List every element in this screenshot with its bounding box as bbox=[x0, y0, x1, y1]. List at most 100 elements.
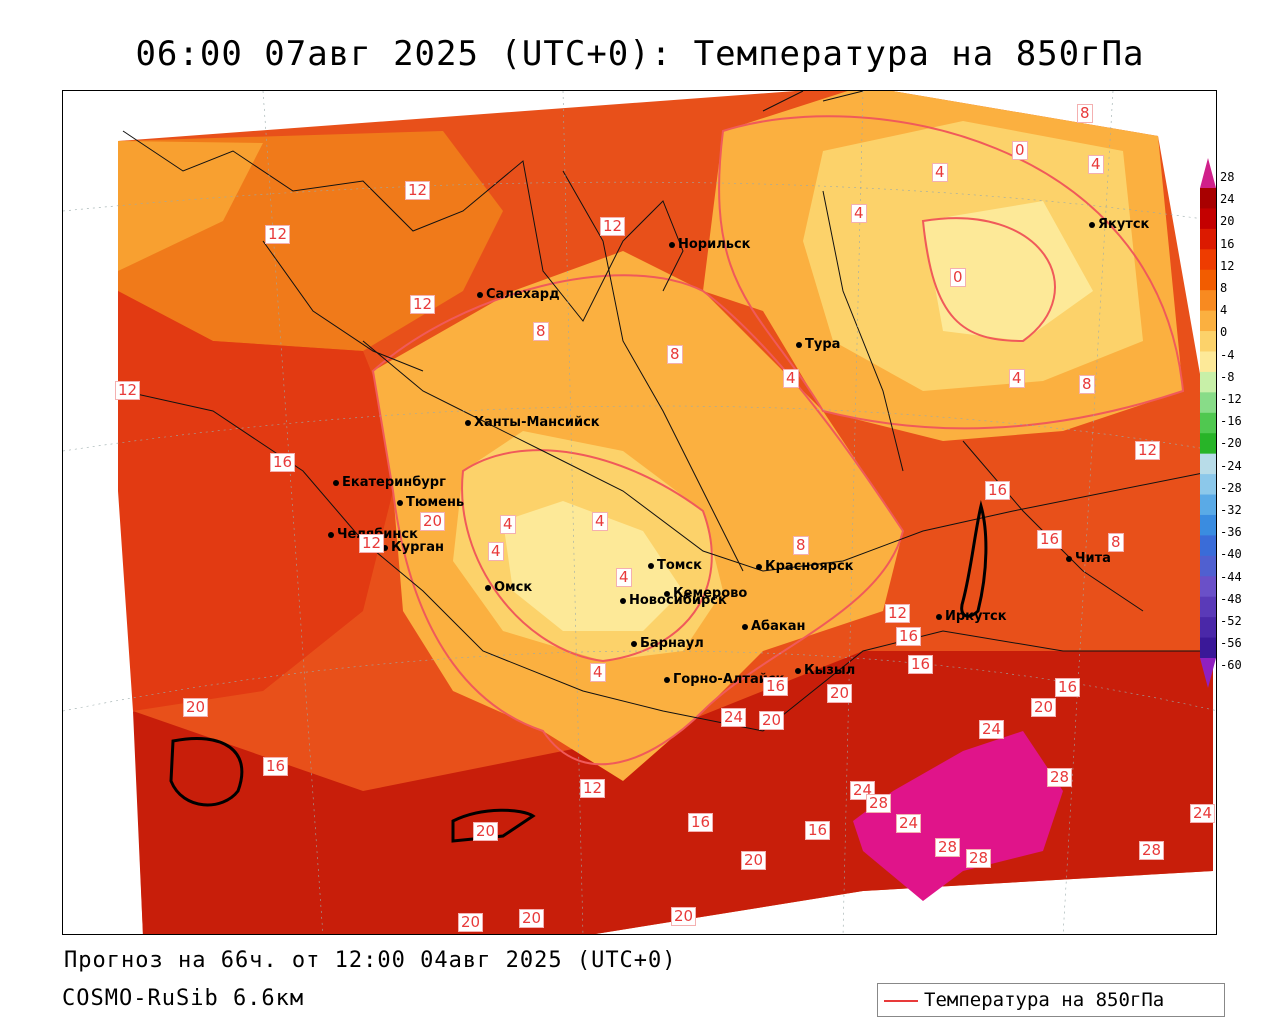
city-dot-icon bbox=[382, 544, 388, 551]
city-label: Барнаул bbox=[640, 636, 704, 651]
scale-segment bbox=[1200, 494, 1216, 516]
isotherm-label: 16 bbox=[263, 757, 289, 776]
scale-segment bbox=[1200, 453, 1216, 475]
scale-tick-label: 8 bbox=[1220, 281, 1228, 295]
isotherm-label: 16 bbox=[1037, 530, 1063, 549]
isotherm-label: 20 bbox=[827, 684, 853, 703]
isotherm-label: 12 bbox=[359, 534, 385, 553]
isotherm-label: 4 bbox=[500, 515, 516, 534]
isotherm-label: 28 bbox=[966, 849, 992, 868]
scale-segment bbox=[1200, 596, 1216, 618]
isotherm-label: 4 bbox=[616, 568, 632, 587]
isotherm-label: 16 bbox=[763, 677, 789, 696]
map-area[interactable] bbox=[62, 90, 1217, 935]
city-dot-icon bbox=[1089, 221, 1095, 228]
city-dot-icon bbox=[936, 613, 942, 620]
isotherm-label: 4 bbox=[1088, 155, 1104, 174]
city-label: Тура bbox=[805, 337, 841, 352]
isotherm-label: 20 bbox=[741, 851, 767, 870]
isotherm-label: 28 bbox=[1139, 841, 1165, 860]
scale-bottom-arrow bbox=[1200, 658, 1216, 688]
scale-segment bbox=[1200, 514, 1216, 536]
city-label: Иркутск bbox=[945, 609, 1007, 624]
city-marker: Томск bbox=[648, 558, 702, 573]
scale-segment bbox=[1200, 576, 1216, 598]
isotherm-label: 24 bbox=[1190, 804, 1216, 823]
city-dot-icon bbox=[631, 640, 637, 647]
isotherm-label: 8 bbox=[793, 536, 809, 555]
isotherm-label: 8 bbox=[533, 322, 549, 341]
isotherm-label: 8 bbox=[667, 345, 683, 364]
city-label: Ханты-Мансийск bbox=[474, 415, 600, 430]
scale-segment bbox=[1200, 474, 1216, 496]
isotherm-label: 4 bbox=[783, 369, 799, 388]
isotherm-label: 4 bbox=[592, 512, 608, 531]
color-scale-labels: 28 24 20 16 12 8 4 0 -4 -8 -12 -16 -20 -24 -28 -32 -36 -4… bbox=[1220, 170, 1260, 672]
city-dot-icon bbox=[648, 562, 654, 569]
isotherm-label: 12 bbox=[410, 295, 436, 314]
line-legend: Температура на 850гПа bbox=[877, 983, 1225, 1017]
city-label: Красноярск bbox=[765, 559, 854, 574]
city-dot-icon bbox=[485, 584, 491, 591]
scale-tick-label: -48 bbox=[1220, 591, 1242, 606]
city-marker: Барнаул bbox=[631, 636, 704, 651]
scale-tick-label: -32 bbox=[1220, 503, 1242, 517]
isotherm-label: 16 bbox=[896, 627, 922, 646]
city-marker: Красноярск bbox=[756, 559, 854, 574]
scale-segment bbox=[1200, 555, 1216, 577]
city-label: Якутск bbox=[1098, 217, 1150, 232]
isotherm-label: 8 bbox=[1079, 375, 1095, 394]
city-dot-icon bbox=[465, 419, 471, 426]
scale-tick-label: -24 bbox=[1220, 458, 1242, 473]
isotherm-label: 20 bbox=[671, 907, 697, 926]
city-dot-icon bbox=[664, 590, 670, 597]
scale-segment bbox=[1200, 535, 1216, 557]
city-dot-icon bbox=[664, 676, 670, 683]
scale-tick-label: -36 bbox=[1220, 525, 1242, 540]
city-label: Кызыл bbox=[804, 663, 856, 678]
isotherm-label: 28 bbox=[866, 794, 892, 813]
isotherm-label: 16 bbox=[1055, 678, 1081, 697]
isotherm-label: 12 bbox=[115, 381, 141, 400]
city-marker: Иркутск bbox=[936, 609, 1007, 624]
scale-segment bbox=[1200, 269, 1216, 291]
scale-tick-label: -52 bbox=[1220, 614, 1242, 628]
scale-tick-label: 20 bbox=[1220, 214, 1235, 229]
color-scale-bar bbox=[1200, 158, 1216, 688]
isotherm-label: 16 bbox=[688, 813, 714, 832]
city-label: Чита bbox=[1075, 551, 1111, 566]
city-dot-icon bbox=[795, 667, 801, 674]
city-marker: Ханты-Мансийск bbox=[465, 415, 600, 430]
city-dot-icon bbox=[742, 623, 748, 630]
isotherm-label: 4 bbox=[851, 204, 867, 223]
scale-segment bbox=[1200, 617, 1216, 639]
city-label: Салехард bbox=[486, 287, 560, 302]
city-label: Тюмень bbox=[406, 495, 465, 510]
city-dot-icon bbox=[1066, 555, 1072, 562]
page-title: 06:00 07авг 2025 (UTC+0): Температура на… bbox=[135, 34, 1145, 74]
city-marker: Горно-Алтайск bbox=[664, 672, 784, 687]
legend-line-swatch bbox=[884, 1000, 918, 1002]
city-marker: Курган bbox=[382, 540, 444, 555]
scale-tick-label: -56 bbox=[1220, 636, 1242, 651]
scale-tick-label: 24 bbox=[1220, 192, 1235, 207]
isotherm-label: 20 bbox=[183, 698, 209, 717]
scale-segment bbox=[1200, 228, 1216, 250]
scale-tick-label: 0 bbox=[1220, 325, 1228, 340]
city-marker: Омск bbox=[485, 580, 532, 595]
temperature-field bbox=[63, 91, 1216, 934]
scale-top-arrow bbox=[1200, 158, 1216, 188]
isotherm-label: 20 bbox=[420, 512, 446, 531]
city-marker: Кемерово bbox=[664, 586, 747, 601]
city-dot-icon bbox=[397, 499, 403, 506]
scale-tick-label: -40 bbox=[1220, 547, 1242, 562]
isotherm-label: 20 bbox=[759, 711, 785, 730]
zone-west bbox=[118, 291, 403, 711]
isotherm-label: 16 bbox=[908, 655, 934, 674]
city-label: Екатеринбург bbox=[342, 475, 446, 490]
isotherm-label: 4 bbox=[1009, 369, 1025, 388]
city-marker: Кызыл bbox=[795, 663, 855, 678]
scale-segment bbox=[1200, 331, 1216, 352]
isotherm-label: 20 bbox=[1031, 698, 1057, 717]
isotherm-label: 12 bbox=[405, 181, 431, 200]
